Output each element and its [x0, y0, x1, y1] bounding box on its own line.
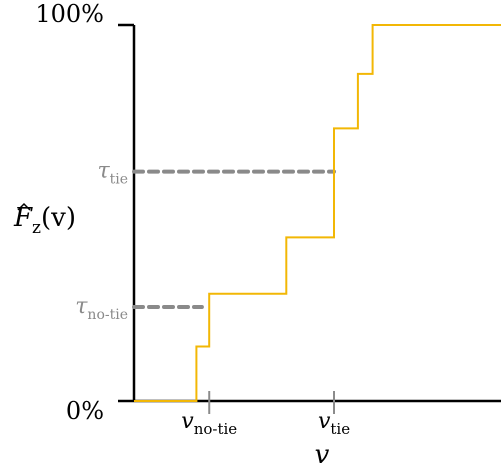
threshold-label-tie: τtie: [97, 159, 128, 188]
x-axis-label: v: [315, 440, 330, 470]
threshold-guides: [132, 169, 337, 414]
ecdf-step-line: [134, 24, 501, 402]
axes: [118, 23, 501, 403]
y-tick-label-100: 100%: [35, 0, 104, 28]
labels-layer: 100% 0% τtie vtie τno-tie vno-tie Fz(v) v: [13, 0, 350, 470]
threshold-label-no-tie: τno-tie: [75, 294, 128, 323]
x-tick-label-tie: vtie: [318, 409, 350, 438]
y-axis-label-hat: [17, 202, 31, 211]
y-tick-label-0: 0%: [66, 397, 104, 425]
series-layer: [134, 24, 501, 402]
y-axis-label: Fz(v): [13, 203, 76, 238]
x-tick-label-no-tie: vno-tie: [181, 409, 237, 438]
